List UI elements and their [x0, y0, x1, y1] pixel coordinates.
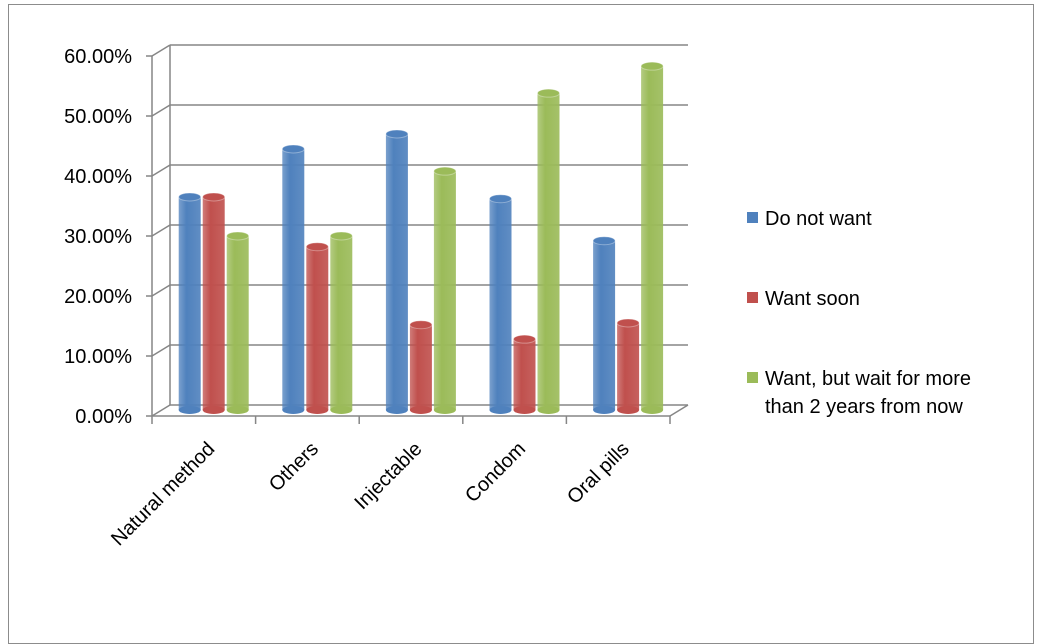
- bar: [513, 334, 536, 414]
- bar: [489, 194, 512, 414]
- bar: [640, 61, 664, 414]
- bar: [329, 231, 353, 414]
- bar: [537, 88, 560, 414]
- bar: [305, 242, 329, 414]
- y-tick-label: 0.00%: [75, 406, 132, 428]
- y-tick-label: 60.00%: [64, 46, 132, 68]
- bar-chart: 0.00% 10.00% 20.00% 30.00% 40.00% 50.00% 60.00…: [64, 44, 971, 550]
- legend-item: Want soon: [747, 288, 860, 310]
- legend-label: Want soon: [765, 288, 860, 310]
- x-tick-label: Natural method: [107, 438, 219, 550]
- bar: [226, 231, 250, 414]
- bar: [202, 192, 226, 414]
- gridline-diag: [151, 104, 171, 117]
- bar: [592, 236, 616, 414]
- gridline-diag: [151, 164, 171, 177]
- x-axis: Natural method Others Injectable Condom Oral…: [107, 404, 689, 550]
- bar: [178, 192, 202, 414]
- y-tick-label: 10.00%: [64, 346, 132, 368]
- y-tick-label: 50.00%: [64, 106, 132, 128]
- gridline-diag: [151, 224, 171, 237]
- bar: [281, 144, 305, 414]
- legend-swatch: [747, 372, 758, 383]
- gridline-diag: [151, 284, 171, 297]
- y-axis: 0.00% 10.00% 20.00% 30.00% 40.00% 50.00% 60.00…: [64, 46, 153, 428]
- legend-swatch: [747, 292, 758, 303]
- legend-item: Want, but wait for more than 2 years from…: [747, 368, 971, 418]
- y-tick-label: 40.00%: [64, 166, 132, 188]
- legend-item: Do not want: [747, 208, 872, 230]
- y-tick-label: 20.00%: [64, 286, 132, 308]
- bar: [409, 320, 433, 414]
- bars: [178, 61, 664, 414]
- legend-label: Want, but wait for more: [765, 368, 971, 390]
- gridline-diag: [151, 344, 171, 357]
- legend-swatch: [747, 212, 758, 223]
- bar: [433, 166, 457, 414]
- legend-label: Do not want: [765, 208, 872, 230]
- legend-label: than 2 years from now: [765, 396, 963, 418]
- bar: [616, 318, 640, 414]
- x-tick-label: Oral pills: [563, 438, 634, 509]
- x-tick-label: Injectable: [350, 438, 426, 514]
- gridline-diag: [151, 404, 171, 417]
- x-tick-label: Condom: [461, 438, 530, 507]
- floor-edge: [669, 404, 689, 417]
- gridline-diag: [151, 44, 171, 57]
- bar: [385, 129, 409, 414]
- y-tick-label: 30.00%: [64, 226, 132, 248]
- x-tick-label: Others: [265, 438, 323, 496]
- legend: Do not want Want soon Want, but wait for m…: [747, 208, 971, 418]
